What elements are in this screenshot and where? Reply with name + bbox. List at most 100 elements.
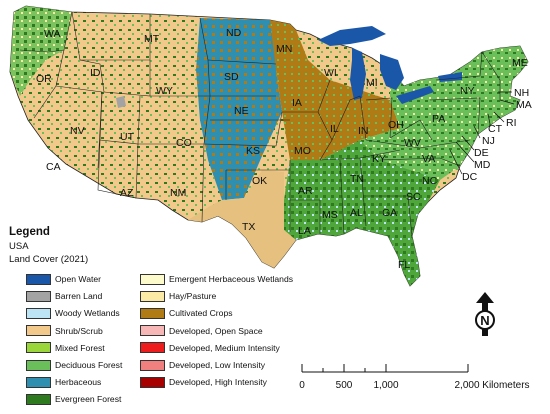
legend-label: Developed, Medium Intensity bbox=[169, 342, 280, 353]
legend-item: Developed, Open Space bbox=[140, 324, 263, 338]
state-label-ga: GA bbox=[382, 207, 397, 219]
north-arrow-letter: N bbox=[480, 313, 489, 328]
legend-swatch bbox=[26, 393, 51, 405]
legend-item: Developed, High Intensity bbox=[140, 375, 267, 389]
state-label-nd: ND bbox=[226, 27, 242, 39]
state-label-al: AL bbox=[350, 207, 363, 219]
state-label-sd: SD bbox=[224, 71, 239, 83]
legend-item: Cultivated Crops bbox=[140, 306, 233, 320]
state-label-ct: CT bbox=[488, 123, 503, 135]
state-label-or: OR bbox=[36, 73, 52, 85]
legend-label: Emergent Herbaceous Wetlands bbox=[169, 274, 294, 284]
state-label-ne: NE bbox=[234, 105, 249, 117]
state-label-mn: MN bbox=[276, 43, 292, 55]
legend-item: Woody Wetlands bbox=[26, 306, 120, 320]
legend-label: Open Water bbox=[55, 274, 102, 284]
legend-label: Shrub/Scrub bbox=[55, 325, 103, 336]
state-label-me: ME bbox=[512, 57, 528, 69]
region-texas bbox=[188, 170, 296, 268]
legend-item: Evergreen Forest bbox=[26, 392, 121, 406]
legend-swatch bbox=[26, 359, 51, 371]
state-label-nh: NH bbox=[514, 87, 529, 99]
legend-label: Developed, Low Intensity bbox=[169, 360, 266, 370]
legend-item: Developed, Low Intensity bbox=[140, 358, 265, 372]
state-label-sc: SC bbox=[406, 191, 421, 203]
state-label-az: AZ bbox=[120, 187, 134, 199]
scale-tick-500: 500 bbox=[335, 380, 353, 391]
legend-item: Herbaceous bbox=[26, 375, 101, 389]
legend-item: Open Water bbox=[26, 272, 101, 286]
state-label-ia: IA bbox=[292, 97, 302, 109]
state-label-la: LA bbox=[298, 225, 311, 237]
legend-label: Cultivated Crops bbox=[169, 308, 233, 319]
legend-swatch bbox=[26, 290, 51, 302]
legend-swatch bbox=[140, 342, 165, 354]
legend-swatch bbox=[26, 325, 51, 337]
legend-swatch bbox=[26, 307, 51, 319]
state-label-ms: MS bbox=[322, 209, 338, 221]
state-label-ky: KY bbox=[372, 153, 386, 165]
legend-swatch bbox=[26, 376, 51, 388]
state-label-ok: OK bbox=[252, 175, 267, 187]
legend-label: Deciduous Forest bbox=[55, 360, 123, 370]
north-arrow-icon: N bbox=[475, 292, 495, 336]
state-label-id: ID bbox=[90, 67, 101, 79]
state-label-nj: NJ bbox=[482, 135, 495, 147]
scale-tick-1000: 1,000 bbox=[373, 380, 399, 391]
legend-swatch bbox=[26, 273, 51, 285]
legend-label: Developed, High Intensity bbox=[169, 377, 267, 388]
scale-bar-line bbox=[301, 364, 469, 373]
legend-swatch bbox=[26, 342, 51, 354]
legend-label: Herbaceous bbox=[55, 377, 102, 388]
scale-bar: 0 500 1,000 2,000 Kilometers bbox=[296, 358, 546, 398]
state-label-mi: MI bbox=[366, 77, 378, 89]
state-label-layer: WA OR CA NV ID MT WY UT AZ CO NM ND SD N… bbox=[36, 27, 532, 271]
state-label-ut: UT bbox=[120, 131, 135, 143]
state-label-wi: WI bbox=[324, 67, 337, 79]
legend-items: Open Water Barren Land Woody Wetlands Shrub… bbox=[6, 272, 306, 412]
lake-erie bbox=[396, 86, 434, 104]
legend-item: Shrub/Scrub bbox=[26, 324, 103, 338]
scale-tick-2000: 2,000 Kilometers bbox=[454, 380, 530, 391]
legend-item: Developed, Medium Intensity bbox=[140, 341, 280, 355]
state-label-ny: NY bbox=[460, 85, 475, 97]
great-salt-lake bbox=[116, 96, 126, 108]
legend-label: Evergreen Forest bbox=[55, 394, 122, 405]
region-east bbox=[360, 46, 528, 180]
scale-tick-0: 0 bbox=[299, 380, 305, 391]
state-label-wv: WV bbox=[404, 137, 421, 149]
state-label-wa: WA bbox=[44, 28, 61, 40]
state-label-tx: TX bbox=[242, 221, 255, 233]
region-south bbox=[284, 140, 440, 286]
leader-lines bbox=[449, 91, 515, 175]
state-boundaries bbox=[19, 11, 501, 237]
state-label-wy: WY bbox=[156, 85, 173, 97]
state-label-nm: NM bbox=[170, 187, 186, 199]
state-label-nv: NV bbox=[70, 125, 85, 137]
state-label-de: DE bbox=[474, 147, 489, 159]
legend-swatch bbox=[140, 273, 165, 285]
legend-region: USA bbox=[9, 241, 29, 252]
state-label-va: VA bbox=[422, 153, 435, 165]
lake-michigan bbox=[350, 48, 366, 100]
state-label-pa: PA bbox=[432, 113, 445, 125]
state-label-co: CO bbox=[176, 137, 192, 149]
state-label-nc: NC bbox=[422, 175, 438, 187]
legend-item: Mixed Forest bbox=[26, 341, 105, 355]
legend-swatch bbox=[140, 325, 165, 337]
state-label-md: MD bbox=[474, 159, 491, 171]
lake-superior bbox=[318, 26, 386, 46]
state-label-ri: RI bbox=[506, 117, 517, 129]
state-label-fl: FL bbox=[398, 259, 410, 271]
legend-item: Deciduous Forest bbox=[26, 358, 122, 372]
state-label-ma: MA bbox=[516, 99, 532, 111]
region-plains bbox=[196, 18, 282, 200]
legend-title: Legend bbox=[9, 226, 50, 238]
legend-swatch bbox=[140, 290, 165, 302]
state-label-tn: TN bbox=[350, 173, 364, 185]
state-label-mt: MT bbox=[144, 33, 160, 45]
state-label-ks: KS bbox=[246, 145, 260, 157]
state-label-in: IN bbox=[358, 125, 369, 137]
state-label-il: IL bbox=[330, 123, 339, 135]
